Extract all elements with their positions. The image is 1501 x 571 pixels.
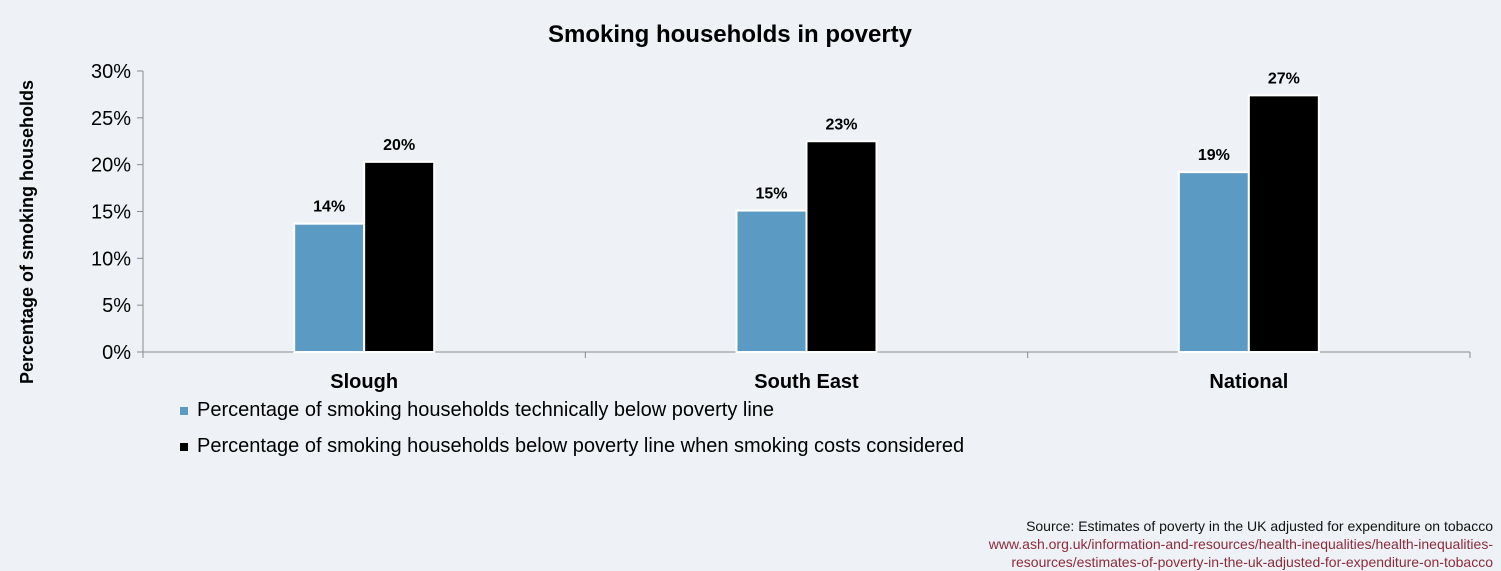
legend-label: Percentage of smoking households technic…	[197, 399, 774, 421]
legend-label: Percentage of smoking households below p…	[197, 435, 964, 457]
legend-swatch	[180, 443, 188, 451]
y-tick-label: 30%	[91, 61, 131, 83]
bar-below-poverty-line	[735, 209, 808, 353]
y-tick-label: 0%	[102, 342, 131, 364]
bars: 14% 20% 15% 23% 19% 27%	[293, 70, 1320, 353]
axes: 0% 5% 10% 15% 20% 25% 30% Slough South East Natio…	[91, 61, 1471, 393]
x-category-label: South East	[754, 371, 859, 393]
data-label: 27%	[1268, 70, 1300, 87]
data-label: 20%	[383, 137, 415, 154]
legend-swatch	[180, 407, 188, 415]
source-block: Source: Estimates of poverty in the UK a…	[793, 517, 1493, 571]
y-tick-label: 25%	[91, 108, 131, 130]
y-tick-label: 15%	[91, 202, 131, 224]
data-label: 23%	[825, 116, 857, 133]
x-category-label: National	[1209, 371, 1288, 393]
source-text: Source: Estimates of poverty in the UK a…	[1026, 518, 1493, 534]
bar-smoking-costs-considered	[1247, 94, 1320, 353]
y-tick-label: 20%	[91, 155, 131, 177]
bar-smoking-costs-considered	[363, 160, 436, 353]
y-axis-label: Percentage of smoking households	[17, 80, 37, 384]
data-label: 15%	[755, 186, 787, 203]
data-label: 14%	[313, 199, 345, 216]
legend: Percentage of smoking households technic…	[180, 399, 964, 457]
bar-smoking-costs-considered	[805, 140, 878, 353]
source-link-line-1[interactable]: www.ash.org.uk/information-and-resources…	[988, 536, 1493, 552]
y-tick-label: 5%	[102, 295, 131, 317]
bar-below-poverty-line	[1177, 171, 1250, 353]
bar-below-poverty-line	[293, 222, 366, 353]
data-label: 19%	[1198, 147, 1230, 164]
x-category-label: Slough	[330, 371, 398, 393]
y-tick-label: 10%	[91, 248, 131, 270]
chart-title: Smoking households in poverty	[548, 21, 913, 48]
source-link-line-2[interactable]: resources/estimates-of-poverty-in-the-uk…	[1011, 554, 1493, 570]
